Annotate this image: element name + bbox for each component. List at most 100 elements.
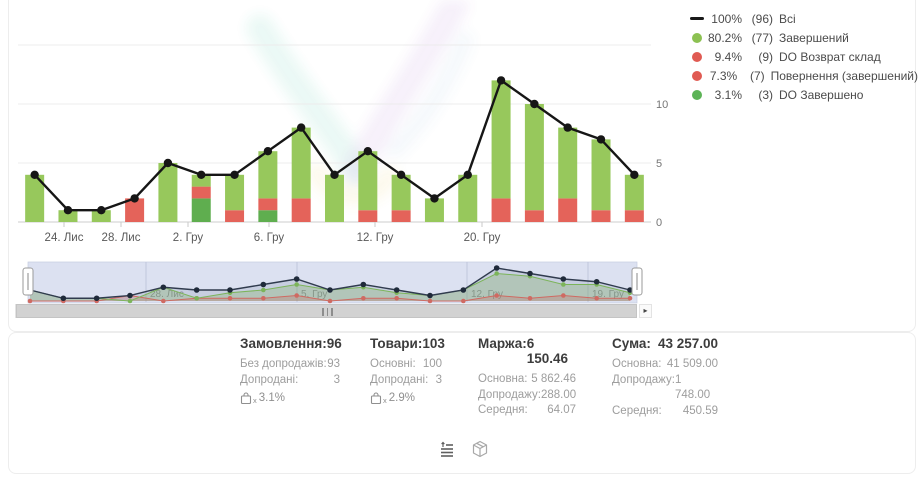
stat-row: Допродажу: 288.00 <box>478 388 577 401</box>
navigator-point <box>261 287 266 293</box>
bar-segment[interactable] <box>624 210 644 222</box>
bar-segment[interactable] <box>624 174 644 211</box>
total-line-point[interactable] <box>197 170 206 179</box>
bar-segment[interactable] <box>191 186 211 199</box>
bar-segment[interactable] <box>58 210 78 222</box>
bar-segment[interactable] <box>491 80 511 199</box>
navigator-point <box>361 295 366 301</box>
package-icon[interactable] <box>471 440 489 458</box>
scroll-right-icon[interactable]: ▸ <box>639 304 652 318</box>
bar-segment[interactable] <box>558 198 578 222</box>
bar-segment[interactable] <box>258 198 278 211</box>
total-line-point[interactable] <box>63 206 73 215</box>
navigator-point <box>493 265 500 271</box>
bar-segment[interactable] <box>391 210 411 222</box>
chart-legend: 100% (96) Всі 80.2% (77) Завершений 9.4%… <box>688 9 918 104</box>
bar-segment[interactable] <box>391 174 411 211</box>
bar-segment[interactable] <box>558 127 578 199</box>
total-line-point[interactable] <box>263 147 273 156</box>
upsell-rate-row: x 3.1% <box>240 388 340 409</box>
bar-segment[interactable] <box>158 163 178 222</box>
chart-scrollbar[interactable]: ◂ ▸ <box>0 304 660 318</box>
stat-row: Без допродажів: 93 <box>240 358 340 370</box>
legend-pct: 100% <box>711 11 742 26</box>
bar-segment[interactable] <box>358 210 378 222</box>
upsell-rate-row: x 2.9% <box>370 388 442 409</box>
legend-label: Повернення (завершений) <box>770 68 918 83</box>
bar-segment[interactable] <box>225 174 245 211</box>
total-line-point[interactable] <box>163 158 173 168</box>
summary-list-icon[interactable] <box>438 440 456 458</box>
bar-segment[interactable] <box>291 127 311 199</box>
bar-segment[interactable] <box>325 174 344 222</box>
total-line-point[interactable] <box>97 206 106 215</box>
navigator-point <box>594 295 599 301</box>
total-line-point[interactable] <box>230 170 239 179</box>
navigator-tick-label: 12. Гру <box>471 289 503 300</box>
total-line-point[interactable] <box>563 123 572 132</box>
bar-segment[interactable] <box>591 210 611 222</box>
legend-label: Завершений <box>779 30 849 45</box>
scrollbar-track[interactable] <box>16 304 637 318</box>
range-navigator[interactable]: 28. Лис 5. Гру 12. Гру 19. Гру <box>0 256 660 306</box>
shopping-bag-icon <box>240 392 252 404</box>
total-line-point[interactable] <box>630 170 639 179</box>
total-line-point[interactable] <box>430 194 439 203</box>
total-line-point[interactable] <box>296 123 306 132</box>
stat-row: Середня: 64.07 <box>478 404 576 416</box>
stat-header: Сума: 43 257.00 <box>612 336 718 351</box>
bar-segment[interactable] <box>225 210 245 222</box>
navigator-point <box>60 295 67 302</box>
navigator-point <box>127 298 133 304</box>
total-line-point[interactable] <box>30 170 39 179</box>
legend-item-return-completed[interactable]: 7.3% (7) Повернення (завершений) <box>688 66 918 85</box>
total-line-point[interactable] <box>530 99 539 109</box>
legend-label: DO Возврат склад <box>779 49 881 64</box>
bar-segment[interactable] <box>424 198 444 222</box>
bar-segment[interactable] <box>358 151 378 211</box>
legend-item-all[interactable]: 100% (96) Всі <box>688 9 918 28</box>
bar-segment[interactable] <box>524 104 544 211</box>
legend-count: (77) <box>751 30 773 45</box>
x-axis-tick-label: 12. Гру <box>357 232 394 244</box>
total-line-point[interactable] <box>130 194 139 203</box>
bar-segment[interactable] <box>491 198 511 222</box>
bar-segment[interactable] <box>91 210 111 222</box>
total-line-point[interactable] <box>463 170 472 179</box>
legend-item-completed[interactable]: 80.2% (77) Завершений <box>688 28 918 47</box>
bar-segment[interactable] <box>25 174 45 222</box>
legend-count: (96) <box>751 11 773 26</box>
legend-item-do-return[interactable]: 9.4% (9) DO Возврат склад <box>688 47 918 66</box>
bar-segment[interactable] <box>458 174 478 222</box>
legend-item-do-completed[interactable]: 3.1% (3) DO Завершено <box>688 85 918 104</box>
total-line-point[interactable] <box>363 147 373 156</box>
legend-pct: 3.1% <box>714 87 742 102</box>
total-line-point[interactable] <box>496 76 506 85</box>
line-swatch-icon <box>689 17 704 20</box>
total-line-point[interactable] <box>596 135 606 144</box>
navigator-point <box>294 293 299 298</box>
shopping-bag-icon <box>370 392 382 404</box>
stat-row: Допродажу: 1 748.00 <box>612 373 711 402</box>
bar-segment[interactable] <box>125 198 145 222</box>
bar-segment[interactable] <box>524 210 544 222</box>
total-line-point[interactable] <box>396 170 406 179</box>
stat-col-sum: Сума: 43 257.00 Основна: 41 509.00 Допрода… <box>612 336 718 419</box>
navigator-point <box>127 292 133 299</box>
bar-segment[interactable] <box>291 198 311 222</box>
grip-icon[interactable] <box>322 308 333 316</box>
bar-segment[interactable] <box>258 151 278 199</box>
bar-segment[interactable] <box>191 198 211 222</box>
orders-chart-canvas[interactable]: 0 5 10 24. Лис 28. Лис 2. Гру 6. Гру 12. Гру 20.… <box>0 0 680 252</box>
navigator-point <box>261 295 266 301</box>
bar-segment[interactable] <box>191 174 211 187</box>
legend-label: Всі <box>779 11 796 26</box>
total-line-point[interactable] <box>330 170 339 179</box>
bar-segment[interactable] <box>591 139 611 211</box>
dot-swatch-icon <box>691 89 702 100</box>
legend-label: DO Завершено <box>779 87 864 102</box>
stat-header: Товари: 103 <box>370 336 445 351</box>
navigator-point <box>461 298 466 304</box>
bar-segment[interactable] <box>258 210 278 222</box>
stat-row: Основна: 5 862.46 <box>478 373 576 385</box>
